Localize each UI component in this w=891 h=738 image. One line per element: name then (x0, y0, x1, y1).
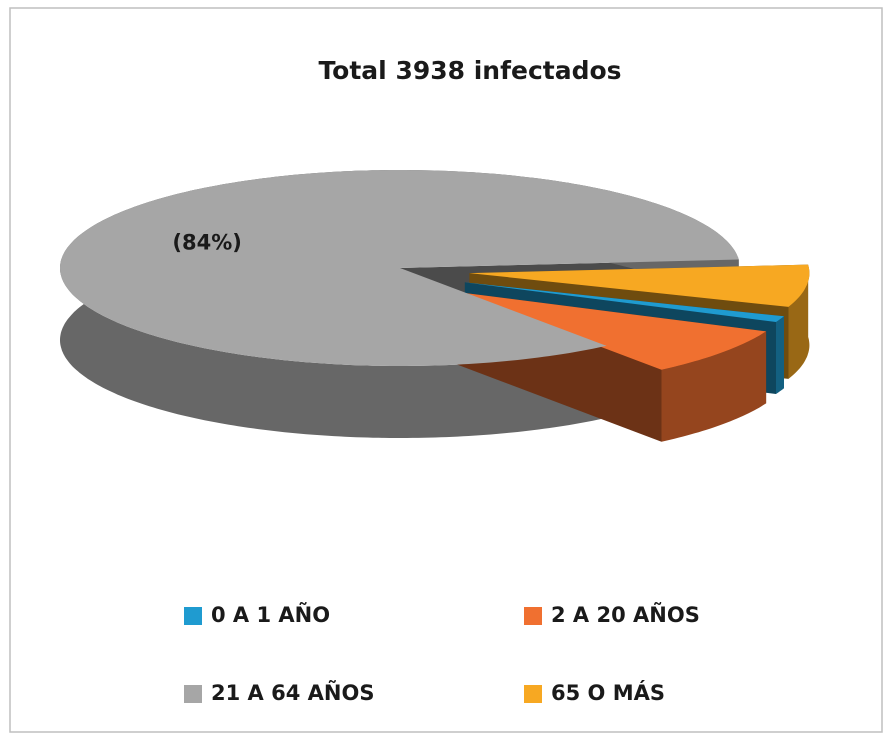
slice (455, 291, 767, 370)
slice-side (776, 316, 784, 394)
legend-swatch (524, 685, 542, 703)
legend-swatch (524, 607, 542, 625)
slice (469, 264, 810, 307)
legend-swatch (184, 607, 202, 625)
slice-side (788, 264, 810, 379)
legend-label: 2 A 20 AÑOS (551, 602, 700, 627)
chart-title: Total 3938 infectados (318, 56, 621, 85)
legend-label: 0 A 1 AÑO (211, 602, 330, 627)
data-label: (84%) (172, 230, 241, 254)
slice (464, 282, 784, 322)
legend-swatch (184, 685, 202, 703)
slice (60, 170, 739, 366)
legend-label: 65 O MÁS (551, 680, 665, 705)
legend: 0 A 1 AÑO 2 A 20 AÑOS 21 A 64 AÑOS 65 O MÁS (184, 602, 700, 705)
pie: (84%) (60, 170, 810, 442)
slice-side (661, 331, 767, 442)
legend-label: 21 A 64 AÑOS (211, 680, 374, 705)
